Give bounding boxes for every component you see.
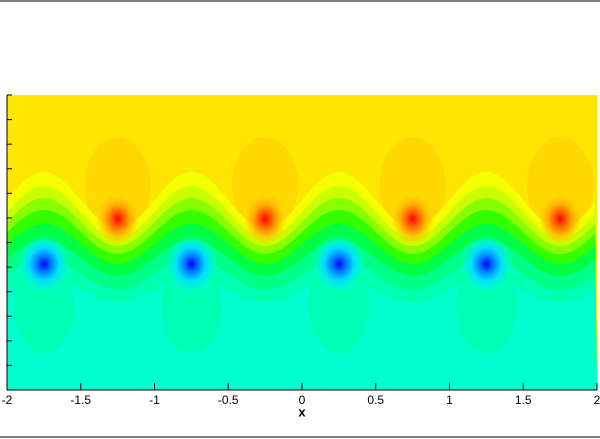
contour-band [7,278,597,390]
x-tick-label: -2 [2,393,13,407]
x-tick-label: 2 [594,393,600,407]
x-tick-label: 0 [299,393,306,407]
x-tick-label: 1.5 [515,393,532,407]
high-vortex [390,193,435,245]
high-vortex [538,193,583,245]
x-tick-label: -0.5 [218,393,239,407]
low-vortex [164,234,219,294]
low-vortex [459,234,514,294]
x-tick-label: 0.5 [367,393,384,407]
x-tick-label: -1.5 [70,393,91,407]
high-vortex [95,193,140,245]
low-vortex [311,234,366,294]
low-vortex [16,234,71,294]
x-tick-label: 1 [446,393,453,407]
x-tick-label: -1 [149,393,160,407]
contour-field [7,95,597,390]
high-vortex [243,193,288,245]
x-axis-label: x [298,404,306,419]
